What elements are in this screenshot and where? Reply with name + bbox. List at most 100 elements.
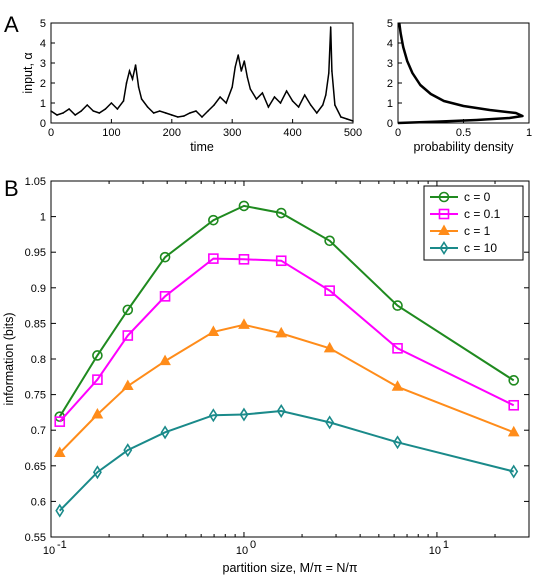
data-point-triangle xyxy=(238,318,250,329)
y-axis-label: input, α xyxy=(21,52,35,93)
y-axis-label: information (bits) xyxy=(2,312,16,405)
legend-marker-diamond xyxy=(439,241,449,255)
x-tick-label: 200 xyxy=(163,127,181,139)
data-point xyxy=(164,112,167,114)
data-point xyxy=(255,98,258,100)
density-point xyxy=(397,122,399,124)
panel-label-a: A xyxy=(4,12,19,37)
x-tick-label: 300 xyxy=(223,127,241,139)
data-point-circle xyxy=(392,300,403,311)
x-tick-label: 100 xyxy=(102,127,120,139)
y-tick-label: 0.6 xyxy=(31,496,46,508)
legend-label: c = 1 xyxy=(464,224,491,238)
information-chart: 10 -1 10 0 10 10.550.60.650.70.750.80.850.90.… xyxy=(2,176,530,575)
x-tick-label: 1 xyxy=(526,127,532,139)
y-tick-label: 3 xyxy=(40,58,46,70)
y-tick-label: 5 xyxy=(387,18,393,30)
legend-label: c = 0.1 xyxy=(464,207,501,221)
legend-label: c = 10 xyxy=(464,241,497,255)
data-point xyxy=(80,110,82,112)
y-tick-label: 0.65 xyxy=(25,461,46,473)
x-tick-exponent: -1 xyxy=(57,539,67,551)
density-point xyxy=(406,60,408,62)
legend-marker-triangle xyxy=(438,224,450,235)
data-point-square xyxy=(324,285,335,296)
data-point xyxy=(246,76,249,78)
time-series-chart: 0 100 200 300 400 500 0 1 2 3 4 5 time input, α xyxy=(21,18,362,154)
data-point xyxy=(128,70,131,72)
density-point xyxy=(443,100,445,102)
plot-frame xyxy=(397,22,530,124)
data-point xyxy=(346,118,348,120)
data-point xyxy=(334,104,336,106)
data-point-diamond xyxy=(276,403,286,418)
series-line-2 xyxy=(58,323,515,454)
x-tick-label: 10 xyxy=(236,545,248,557)
data-point-diamond xyxy=(55,503,65,518)
data-point-square xyxy=(508,399,520,411)
y-tick-label: 0.7 xyxy=(31,425,46,437)
data-point-diamond xyxy=(239,407,249,422)
data-point-circle xyxy=(324,235,335,247)
data-point xyxy=(352,120,354,122)
data-point xyxy=(98,112,101,114)
input-series-line xyxy=(50,26,354,122)
data-point xyxy=(50,110,52,112)
data-point-circle xyxy=(238,200,250,212)
y-tick-label: 0.9 xyxy=(31,283,46,295)
data-point xyxy=(231,86,233,88)
y-tick-label: 1 xyxy=(40,98,46,110)
data-point-triangle xyxy=(53,446,66,457)
data-point xyxy=(195,110,197,112)
y-tick-label: 4 xyxy=(40,38,46,50)
data-point xyxy=(273,96,276,98)
data-point xyxy=(267,106,270,108)
density-curve xyxy=(397,22,524,125)
data-point xyxy=(340,116,342,118)
data-point-square xyxy=(92,374,103,385)
data-point xyxy=(240,70,243,72)
density-point xyxy=(515,112,517,114)
x-tick-label: 400 xyxy=(283,127,301,139)
density-point xyxy=(508,117,510,119)
data-point xyxy=(279,102,282,104)
data-point xyxy=(125,82,128,84)
panel-label-b: B xyxy=(4,176,19,201)
data-point-triangle xyxy=(391,380,404,391)
density-point xyxy=(400,32,402,34)
density-point xyxy=(430,93,432,95)
x-tick-label: 500 xyxy=(344,127,362,139)
x-tick-label: 0.5 xyxy=(456,127,471,139)
x-tick-label: 10 xyxy=(429,545,441,557)
density-point xyxy=(398,22,400,24)
data-point-circle xyxy=(159,251,171,263)
density-point xyxy=(489,109,491,111)
data-point xyxy=(158,110,161,112)
data-point-triangle xyxy=(159,354,171,366)
data-point-diamond xyxy=(325,415,335,430)
density-point xyxy=(476,119,478,121)
data-point-diamond xyxy=(160,425,170,440)
series-line-3 xyxy=(58,409,514,512)
data-point xyxy=(219,96,221,98)
data-point xyxy=(189,112,191,114)
data-point xyxy=(234,66,237,68)
data-point xyxy=(201,116,203,118)
density-point xyxy=(402,46,404,48)
y-tick-label: 2 xyxy=(387,78,393,90)
data-point-circle xyxy=(122,304,134,316)
x-axis-label: partition size, M/π = N/π xyxy=(223,561,358,575)
data-point xyxy=(291,100,294,102)
data-point xyxy=(225,102,227,104)
data-point-triangle xyxy=(91,408,104,419)
data-point-circle xyxy=(275,207,287,219)
data-point-triangle xyxy=(275,326,288,338)
data-point-square xyxy=(238,254,250,265)
series-line-1 xyxy=(58,257,515,423)
data-point xyxy=(303,94,306,96)
y-tick-label: 3 xyxy=(387,58,393,70)
data-point-triangle xyxy=(323,341,336,353)
y-tick-label: 2 xyxy=(40,78,46,90)
x-tick-exponent: 1 xyxy=(443,539,449,551)
